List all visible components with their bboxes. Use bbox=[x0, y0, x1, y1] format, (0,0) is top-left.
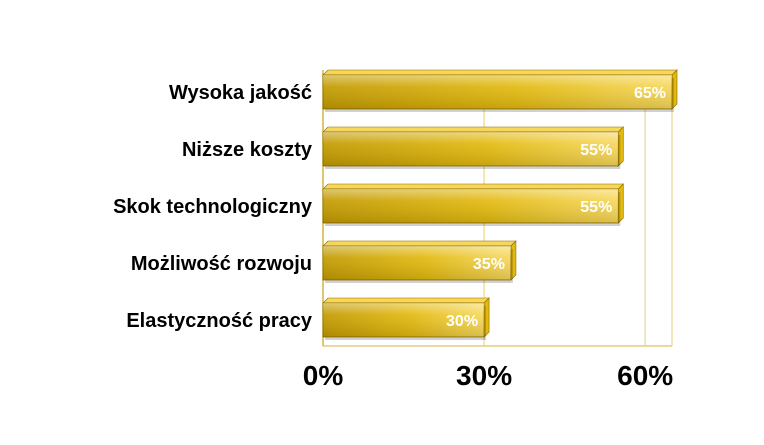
bar-gloss bbox=[323, 189, 619, 223]
bar-group: 55% bbox=[322, 126, 625, 169]
category-label: Niższe koszty bbox=[182, 139, 313, 161]
bar-group: 55% bbox=[322, 183, 625, 226]
bar-top-face bbox=[322, 183, 625, 190]
bar-gloss bbox=[323, 75, 672, 109]
bar-gloss bbox=[323, 132, 619, 166]
bar-top-face bbox=[322, 126, 625, 133]
x-axis-ticks: 0% 30% 60% bbox=[303, 360, 674, 391]
bar-value-label: 30% bbox=[446, 313, 478, 330]
bar-gloss bbox=[323, 303, 485, 337]
category-label: Elastyczność pracy bbox=[126, 310, 313, 332]
bar-top-face bbox=[322, 240, 517, 247]
bar-top-face bbox=[322, 297, 490, 304]
bar-value-label: 65% bbox=[634, 85, 666, 102]
category-label: Skok technologiczny bbox=[113, 196, 313, 218]
x-tick-label: 0% bbox=[303, 360, 344, 391]
bar-value-label: 35% bbox=[473, 256, 505, 273]
bars: 65% 55% 55% 35% 30% bbox=[322, 69, 678, 340]
bar-group: 35% bbox=[322, 240, 517, 283]
category-label: Możliwość rozwoju bbox=[131, 253, 312, 275]
x-tick-label: 60% bbox=[617, 360, 673, 391]
bar-group: 30% bbox=[322, 297, 490, 340]
x-tick-label: 30% bbox=[456, 360, 512, 391]
bar-value-label: 55% bbox=[580, 142, 612, 159]
bar-gloss bbox=[323, 246, 511, 280]
bar-value-label: 55% bbox=[580, 199, 612, 216]
category-labels: Wysoka jakość Niższe koszty Skok technolog… bbox=[113, 82, 313, 332]
bar-top-face bbox=[322, 69, 678, 76]
category-label: Wysoka jakość bbox=[169, 82, 312, 104]
bar-group: 65% bbox=[322, 69, 678, 112]
